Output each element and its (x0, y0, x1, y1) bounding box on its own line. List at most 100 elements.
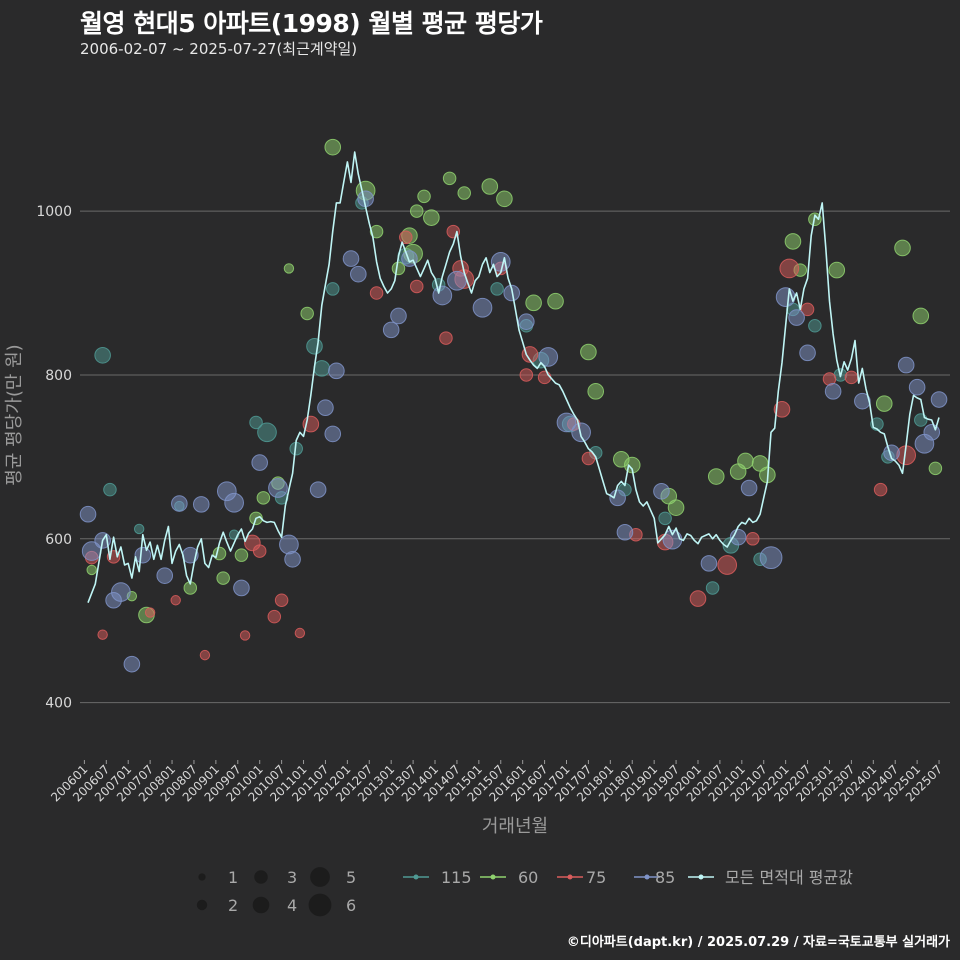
point-60 (912, 307, 930, 325)
point-75 (97, 629, 108, 640)
point-75 (439, 331, 453, 345)
data-points (79, 138, 948, 673)
average-line (87, 151, 940, 603)
point-60 (707, 468, 725, 485)
source-caption: ©디아파트(dapt.kr) / 2025.07.29 / 자료=국토교통부 실… (566, 935, 950, 950)
point-85 (268, 478, 288, 498)
size-legend-label: 6 (346, 896, 356, 915)
point-85 (123, 655, 141, 673)
point-85 (538, 347, 559, 367)
point-115 (94, 346, 111, 364)
size-legend-dot (254, 870, 268, 884)
point-75 (144, 607, 156, 618)
y-axis-title: 평균 평당가(만 원) (4, 344, 25, 485)
point-85 (233, 579, 250, 597)
point-85 (382, 321, 400, 339)
point-85 (328, 362, 345, 380)
point-115 (808, 319, 822, 333)
point-60 (828, 261, 846, 279)
point-75 (199, 649, 211, 661)
point-60 (580, 343, 597, 361)
point-85 (700, 555, 718, 572)
point-85 (556, 412, 577, 433)
point-60 (369, 224, 384, 239)
legend-dot (413, 874, 419, 880)
point-85 (350, 265, 367, 283)
point-85 (284, 550, 301, 568)
point-85 (171, 495, 188, 512)
point-75 (746, 532, 760, 546)
legend-label: 75 (586, 868, 606, 887)
x-tick-labels: 2006012006072007012007072008012008072009… (48, 760, 945, 805)
point-60 (256, 491, 271, 505)
point-85 (897, 356, 915, 374)
point-85 (609, 489, 626, 507)
point-60 (216, 571, 230, 585)
size-legend-label: 2 (228, 896, 238, 915)
point-85 (788, 309, 805, 326)
point-60 (234, 548, 249, 562)
x-axis-title: 거래년월 (482, 816, 548, 837)
series-legend: 115 60 75 85 모든 면적대 평균값 (403, 868, 853, 887)
point-85 (156, 567, 174, 584)
point-85 (224, 492, 244, 513)
point-85 (571, 422, 591, 443)
point-85 (930, 391, 948, 408)
point-115 (658, 511, 672, 526)
point-85 (342, 250, 360, 267)
size-legend-label: 4 (287, 896, 297, 915)
point-75 (252, 544, 267, 558)
legend-label: 60 (518, 868, 538, 887)
point-115 (325, 282, 340, 296)
point-60 (587, 383, 605, 400)
point-85 (759, 546, 783, 570)
point-85 (799, 344, 816, 362)
point-85 (854, 392, 871, 410)
legend-dot (644, 874, 650, 880)
point-75 (581, 451, 596, 466)
point-75 (873, 482, 888, 497)
point-115 (306, 337, 323, 355)
point-75 (239, 630, 251, 641)
legend-label: 115 (441, 868, 472, 887)
size-legend-label: 5 (346, 868, 356, 887)
point-115 (103, 482, 117, 497)
point-60 (667, 499, 685, 516)
point-115 (490, 282, 504, 296)
point-75 (274, 593, 289, 607)
point-60 (875, 395, 893, 412)
point-75 (689, 590, 707, 607)
y-tick-label: 600 (45, 532, 72, 548)
point-85 (472, 297, 493, 318)
point-60 (784, 233, 802, 250)
point-75 (267, 609, 282, 624)
size-legend-dot (308, 893, 332, 917)
point-115 (133, 523, 145, 535)
size-legend-dot (196, 899, 208, 911)
point-85 (324, 425, 342, 443)
point-85 (616, 523, 634, 541)
point-85 (317, 399, 334, 417)
point-75 (399, 230, 413, 245)
point-75 (844, 370, 859, 385)
point-85 (653, 482, 670, 500)
y-tick-labels: 400 600 800 1000 (36, 204, 72, 712)
average-line-layer (87, 151, 940, 603)
point-75 (800, 302, 815, 317)
size-legend-dot (198, 873, 206, 881)
point-85 (79, 505, 97, 523)
point-85 (279, 534, 299, 555)
legend-dot (698, 874, 704, 880)
point-115 (313, 360, 331, 377)
point-85 (729, 528, 747, 546)
point-75 (773, 401, 791, 418)
legend-label: 모든 면적대 평균값 (725, 868, 853, 887)
point-60 (547, 292, 564, 310)
size-legend-label: 3 (287, 868, 297, 887)
legend-dot (490, 874, 496, 880)
point-85 (447, 270, 467, 291)
point-60 (894, 239, 911, 257)
point-75 (369, 286, 384, 300)
point-85 (134, 546, 152, 564)
